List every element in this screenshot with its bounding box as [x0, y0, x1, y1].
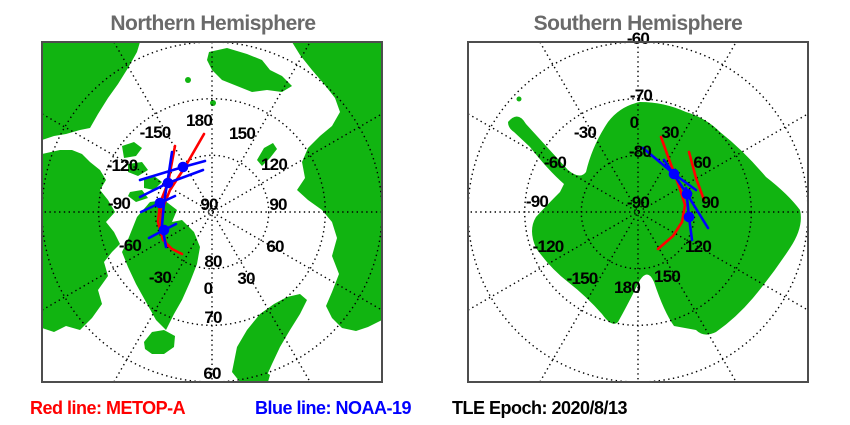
meridian-line: [468, 90, 808, 334]
meridian-line: [42, 90, 382, 334]
graticule-label: 150: [654, 267, 680, 286]
graticule-label: -90: [108, 194, 131, 213]
legend-tle-epoch: TLE Epoch: 2020/8/13: [452, 398, 628, 418]
landmass-antarctica: [508, 102, 801, 335]
satellite-position-dot: [668, 168, 680, 180]
graticule-label: -30: [574, 123, 597, 142]
meridian-line: [90, 42, 334, 382]
small-island: [516, 96, 522, 102]
meridian-line: [42, 90, 382, 334]
graticule-label: 90: [200, 195, 218, 214]
small-island: [185, 77, 191, 83]
landmass-taymyr: [207, 48, 292, 92]
graticule-label: 90: [269, 195, 287, 214]
graticule-label: -150: [567, 269, 598, 288]
graticule-label: 180: [186, 111, 212, 130]
north-map-title: Northern Hemisphere: [110, 12, 315, 35]
islands-canadian-archipelago: [122, 142, 168, 214]
graticule-label: 0: [204, 279, 213, 298]
landmass-scandinavia: [232, 294, 307, 382]
graticule-label: -90: [627, 193, 650, 212]
metop-a-track: [687, 150, 706, 202]
graticule-label: 30: [661, 123, 679, 142]
south-satellite-tracks: [641, 135, 710, 251]
island-iceland: [144, 330, 175, 354]
graticule-label: -60: [544, 153, 567, 172]
meridian-line: [468, 90, 808, 334]
graticule-label: 150: [229, 124, 255, 143]
meridian-line: [516, 42, 760, 382]
satellite-position-dot: [177, 161, 189, 173]
graticule-label: -60: [119, 236, 142, 255]
landmass-siberia-alaska: [42, 42, 140, 140]
graticule-label: -70: [630, 86, 653, 105]
graticule-label: -60: [627, 29, 650, 48]
graticule-label: 60: [693, 153, 711, 172]
graticule-label: -90: [526, 192, 549, 211]
satellite-position-dot: [154, 197, 166, 209]
island-svalbard: [210, 100, 216, 106]
graticule-label: 60: [266, 237, 284, 256]
landmass-canada: [42, 150, 120, 332]
south-graticule-labels: -60 -70 0 -80 -90 30 60 90 120 150 180 -150-120 -90 -…: [526, 29, 720, 297]
metop-a-track: [656, 135, 687, 251]
north-satellite-tracks: [138, 132, 207, 256]
graticule-label: -120: [533, 237, 564, 256]
satellite-position-dot: [158, 224, 170, 236]
graticule-label: 80: [204, 252, 222, 271]
legend: Red line: METOP-A Blue line: NOAA-19 TLE…: [30, 398, 628, 418]
north-graticule: [42, 42, 382, 382]
island-novaya-zemlya: [257, 143, 277, 166]
legend-noaa-19: Blue line: NOAA-19: [255, 398, 412, 418]
graticule-label: 90: [701, 193, 719, 212]
landmass-greenland: [122, 200, 200, 330]
south-map-border: [467, 41, 809, 383]
legend-metop-a: Red line: METOP-A: [30, 398, 186, 418]
graticule-label: 0: [630, 113, 639, 132]
graticule-label: -80: [629, 142, 652, 161]
graticule-label: 70: [204, 308, 222, 327]
graticule-label: -30: [149, 268, 172, 287]
meridian-line: [90, 42, 334, 382]
graticule-label: -120: [107, 156, 138, 175]
north-graticule-labels: 180 -150 150 -120 120 -90 90 90 -60 60 -30 30 80 0 70 6…: [107, 111, 289, 383]
south-graticule: [468, 42, 808, 382]
graticule-label: 120: [685, 237, 711, 256]
graticule-label: 30: [237, 269, 255, 288]
graticule-label: 60: [203, 364, 221, 383]
south-landmasses: [508, 96, 801, 335]
satellite-position-dot: [683, 211, 695, 223]
south-hemisphere-map: -60 -70 0 -80 -90 30 60 90 120 150 180 -150-120 -90 -…: [467, 12, 809, 383]
graticule-label: -150: [140, 123, 171, 142]
graticule-label: 180: [614, 278, 640, 297]
landmass-russia-right: [292, 42, 382, 331]
north-hemisphere-map: 180 -150 150 -120 120 -90 90 90 -60 60 -30 30 80 0 70 6…: [41, 12, 383, 383]
south-map-title: Southern Hemisphere: [534, 12, 743, 35]
north-map-border: [41, 41, 383, 383]
graticule-label: 120: [261, 155, 287, 174]
north-landmasses: [42, 42, 382, 382]
meridian-line: [516, 42, 760, 382]
satellite-position-dot: [681, 188, 693, 200]
satellite-position-dot: [162, 177, 174, 189]
